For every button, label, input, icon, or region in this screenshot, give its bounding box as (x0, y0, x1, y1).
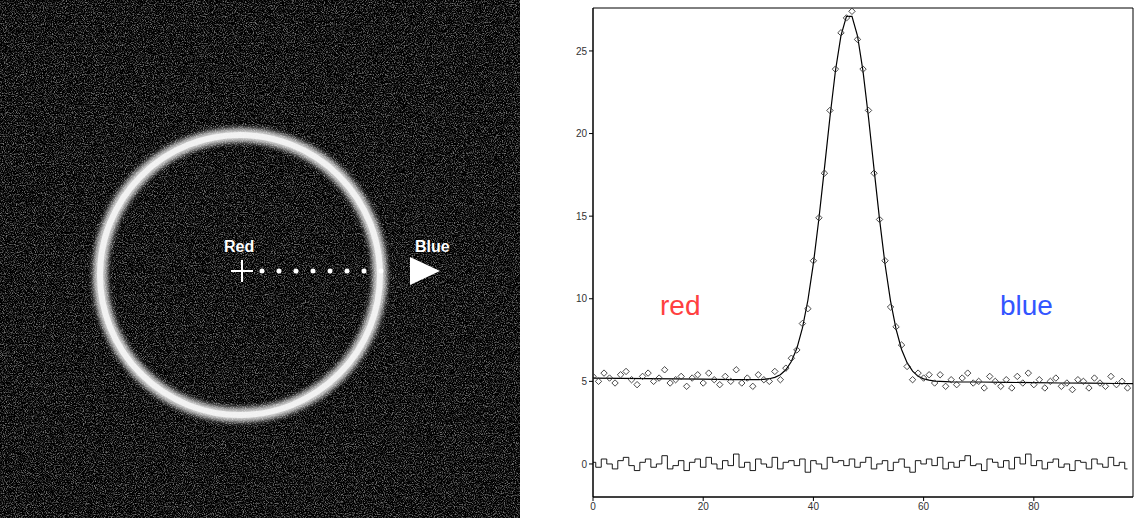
svg-text:20: 20 (576, 128, 588, 139)
svg-text:80: 80 (1028, 501, 1040, 512)
svg-text:Blue: Blue (415, 238, 450, 255)
svg-text:15: 15 (576, 211, 588, 222)
svg-text:10: 10 (576, 293, 588, 304)
html-text:red: red (660, 290, 701, 321)
svg-text:20: 20 (698, 501, 710, 512)
svg-text:0: 0 (581, 459, 587, 470)
svg-text:25: 25 (576, 46, 588, 57)
svg-text:40: 40 (808, 501, 820, 512)
html-text:blue: blue (1000, 290, 1053, 321)
svg-text:60: 60 (918, 501, 930, 512)
svg-text:0: 0 (590, 501, 596, 512)
svg-text:Red: Red (224, 238, 254, 255)
svg-text:5: 5 (581, 376, 587, 387)
